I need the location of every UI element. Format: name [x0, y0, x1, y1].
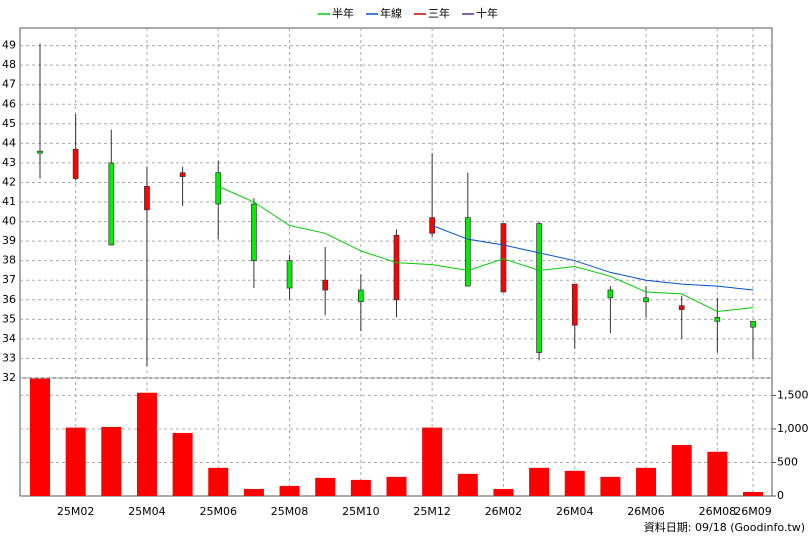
candle-body [643, 297, 649, 303]
candle-body [215, 172, 222, 205]
footer: 資料日期: 09/18 (Goodinfo.tw) [644, 520, 805, 534]
volume-bar [493, 488, 514, 496]
x-tick-label: 25M12 [413, 505, 451, 518]
volume-bar [101, 426, 122, 496]
volume-bar [279, 485, 300, 496]
y-tick-label: 49 [2, 39, 16, 52]
volume-bar [350, 479, 371, 496]
legend-label: 十年 [476, 6, 498, 20]
candle-body [108, 162, 115, 246]
volume-bar [707, 451, 728, 496]
x-tick-label: 25M10 [342, 505, 380, 518]
candle-body [464, 217, 471, 287]
volume-bar [30, 378, 50, 496]
volume-bar [172, 432, 193, 496]
candle-body [750, 320, 756, 328]
candle-body [251, 203, 257, 262]
x-tick-label: 26M02 [485, 505, 523, 518]
x-tick-label: 26M09 [734, 505, 772, 518]
candle-body [571, 283, 578, 326]
candle-body [144, 186, 150, 211]
volume-bar [422, 427, 443, 496]
ma-line [218, 185, 754, 313]
volume-bar [743, 491, 763, 496]
y-tick-label: 43 [2, 156, 16, 169]
y2-tick-label: 1,000 [777, 422, 808, 435]
x-tick-label: 25M06 [200, 505, 238, 518]
volume-bar [529, 467, 550, 496]
y-tick-label: 35 [2, 312, 16, 325]
y-tick-label: 32 [2, 371, 16, 384]
candle-body [607, 289, 614, 299]
y-tick-label: 33 [2, 351, 16, 364]
x-tick-label: 26M06 [627, 505, 665, 518]
candle-body [72, 148, 79, 179]
candle-body [393, 234, 400, 301]
ma-line [431, 225, 754, 291]
volume-bar [208, 467, 229, 496]
volume-bar [636, 467, 657, 496]
y-tick-label: 47 [2, 78, 16, 91]
y-tick-label: 37 [2, 273, 16, 286]
y-tick-label: 38 [2, 254, 16, 267]
volume-bar [564, 470, 585, 496]
y2-tick-label: 0 [777, 489, 784, 502]
y-tick-label: 36 [2, 293, 16, 306]
candle-body [322, 279, 329, 291]
x-tick-label: 25M08 [271, 505, 309, 518]
volume-bar [671, 445, 692, 496]
legend-label: 半年 [332, 6, 354, 20]
y-tick-label: 40 [2, 215, 16, 228]
y-tick-label: 45 [2, 117, 16, 130]
candle-body [179, 172, 186, 177]
y-tick-label: 34 [2, 332, 16, 345]
y-tick-label: 48 [2, 58, 16, 71]
volume-bar [457, 473, 478, 496]
y-tick-label: 46 [2, 97, 16, 110]
candle-body [678, 305, 685, 310]
candle-body [500, 223, 507, 293]
y-tick-label: 39 [2, 234, 16, 247]
volume-bar [136, 392, 157, 496]
y-tick-label: 41 [2, 195, 16, 208]
candle-body [358, 289, 364, 303]
volume-bar [386, 476, 407, 496]
y-tick-label: 42 [2, 175, 16, 188]
legend-label: 年線 [380, 6, 402, 20]
y-tick-label: 44 [2, 136, 16, 149]
volume-bar [65, 427, 86, 496]
legend-label: 三年 [428, 6, 450, 20]
x-tick-label: 25M02 [57, 505, 95, 518]
x-tick-label: 25M04 [128, 505, 166, 518]
y2-tick-label: 500 [777, 455, 798, 468]
candle-body [714, 317, 721, 322]
candle-body [286, 260, 293, 289]
candle-body [37, 150, 43, 154]
y2-tick-label: 1,500 [777, 388, 808, 401]
x-tick-label: 26M08 [699, 505, 737, 518]
volume-bar [243, 488, 264, 496]
volume-bar [600, 476, 621, 496]
candle-body [536, 223, 542, 353]
volume-bar [315, 477, 336, 496]
x-tick-label: 26M04 [556, 505, 594, 518]
